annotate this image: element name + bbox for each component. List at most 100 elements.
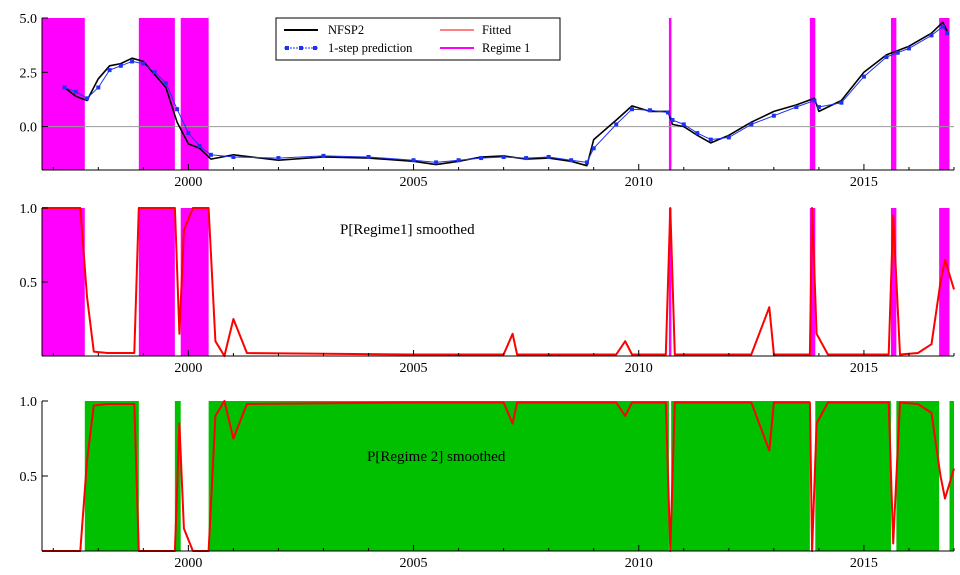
panel-top-marker-43 (861, 74, 866, 79)
panel-top-shade-band-4 (809, 18, 816, 170)
legend-marker-prediction-2 (299, 46, 303, 50)
panel-middle-shade-band-4 (809, 208, 816, 356)
panel-top-marker-2 (85, 96, 90, 101)
panel-middle-ytick-label-1: 1.0 (20, 202, 38, 217)
panel-top-regime1-shading (42, 18, 950, 170)
panel-top-marker-23 (524, 156, 529, 161)
panel-middle: 2000 2005 2010 2015 0.5 1.0 P[Regime1] smooth… (20, 202, 955, 376)
panel-middle-xtick-label-2005: 2005 (400, 361, 428, 376)
panel-bottom-shade-band-2 (208, 401, 669, 551)
panel-middle-ticks: 2000 2005 2010 2015 0.5 1.0 (20, 202, 955, 376)
panel-bottom-xtick-label-2005: 2005 (400, 556, 428, 571)
panel-top-marker-8 (152, 70, 157, 75)
panel-top-marker-34 (695, 131, 700, 136)
legend-label-regime1: Regime 1 (482, 41, 530, 55)
panel-top-marker-42 (839, 100, 844, 105)
panel-middle-shade-band-2 (180, 208, 209, 356)
panel-bottom-xtick-label-2000: 2000 (174, 556, 202, 571)
legend-label-fitted: Fitted (482, 23, 512, 37)
panel-top-series (62, 21, 950, 167)
panel-bottom-regime2-shading (84, 401, 954, 551)
panel-top-marker-32 (670, 118, 675, 123)
panel-top-marker-9 (163, 81, 168, 86)
panel-middle-shade-band-6 (939, 208, 950, 356)
panel-top-marker-28 (614, 122, 619, 127)
panel-top-marker-21 (479, 156, 484, 161)
panel-bottom-xtick-label-2015: 2015 (850, 556, 878, 571)
panel-top-marker-49 (945, 31, 950, 36)
panel-top-marker-11 (186, 131, 191, 136)
panel-top-marker-44 (884, 55, 889, 60)
panel-bottom-title: P[Regime 2] smoothed (367, 449, 506, 465)
panel-top-shade-band-5 (890, 18, 897, 170)
panel-top-marker-22 (501, 154, 506, 159)
panel-top-ytick-label-2: 5.0 (20, 12, 38, 27)
panel-top-xtick-label-2010: 2010 (625, 175, 653, 190)
panel-bottom-xtick-label-2010: 2010 (625, 556, 653, 571)
panel-bottom-shade-band-4 (815, 401, 891, 551)
panel-top-marker-12 (197, 144, 202, 149)
panel-top-marker-27 (591, 146, 596, 151)
panel-middle-shade-band-5 (890, 208, 897, 356)
panel-top-marker-18 (411, 158, 416, 163)
panel-top-ytick-label-1: 2.5 (20, 66, 38, 81)
legend-marker-prediction-3 (313, 46, 317, 50)
panel-top-marker-38 (771, 113, 776, 118)
panel-middle-title: P[Regime1] smoothed (340, 222, 475, 238)
panel-top-marker-4 (107, 68, 112, 73)
panel-top-marker-45 (895, 50, 900, 55)
panel-top-marker-3 (96, 85, 101, 90)
legend: NFSP2 1-step prediction Fitted Regime 1 (275, 17, 561, 61)
panel-top-marker-1 (73, 89, 78, 94)
panel-top-marker-10 (175, 107, 180, 112)
legend-label-prediction: 1-step prediction (328, 41, 413, 55)
panel-top-marker-36 (726, 135, 731, 140)
panel-top-marker-15 (276, 156, 281, 161)
panel-middle-ytick-label-0: 0.5 (20, 276, 38, 291)
panel-top-marker-33 (681, 122, 686, 127)
panel-top-marker-39 (794, 105, 799, 110)
panel-top-marker-7 (141, 61, 146, 66)
legend-frame (275, 17, 561, 61)
panel-top-marker-31 (666, 110, 671, 115)
panel-top-marker-0 (62, 85, 67, 90)
panel-top-marker-47 (929, 33, 934, 38)
panel-top-marker-48 (940, 24, 945, 29)
panel-top-marker-40 (812, 98, 817, 103)
panel-top-marker-37 (749, 122, 754, 127)
panel-top-xtick-label-2015: 2015 (850, 175, 878, 190)
panel-bottom: 2000 2005 2010 2015 0.5 1.0 P[Regime 2] smoot… (20, 395, 955, 571)
panel-top-marker-30 (648, 108, 652, 113)
panel-top-shade-band-3 (668, 18, 672, 170)
panel-bottom-shade-band-3 (671, 401, 810, 551)
panel-middle-shade-band-0 (42, 208, 85, 356)
panel-top-ytick-label-0: 0.0 (20, 121, 38, 136)
panel-top-shade-band-2 (180, 18, 209, 170)
panel-top-marker-29 (629, 107, 634, 112)
panel-middle-regime1-shading (42, 208, 950, 356)
panel-top-marker-24 (546, 154, 551, 159)
panel-middle-xtick-label-2010: 2010 (625, 361, 653, 376)
panel-middle-shade-band-3 (668, 208, 672, 356)
panel-top-marker-41 (816, 105, 821, 110)
panel-top-ticks: 2000 2005 2010 2015 0.0 2.5 5.0 (20, 12, 955, 190)
panel-middle-series (42, 207, 955, 357)
panel-top-xtick-label-2000: 2000 (174, 175, 202, 190)
panel-bottom-ytick-label-1: 1.0 (20, 395, 38, 410)
panel-middle-shade-band-1 (138, 208, 175, 356)
panel-middle-xtick-label-2015: 2015 (850, 361, 878, 376)
panel-top-marker-35 (708, 137, 713, 142)
panel-middle-xtick-label-2000: 2000 (174, 361, 202, 376)
panel-top-shade-band-6 (939, 18, 950, 170)
panel-top-shade-band-0 (42, 18, 85, 170)
panel-bottom-shade-band-0 (84, 401, 139, 551)
legend-marker-prediction-1 (285, 46, 289, 50)
panel-top-shade-band-1 (138, 18, 175, 170)
panel-top-marker-6 (130, 59, 135, 64)
panel-top-marker-5 (118, 63, 123, 68)
panel-top-marker-17 (366, 154, 371, 159)
panel-bottom-shade-band-5 (896, 401, 940, 551)
panel-top-marker-46 (906, 46, 911, 51)
panel-middle-series-probability (42, 207, 955, 357)
